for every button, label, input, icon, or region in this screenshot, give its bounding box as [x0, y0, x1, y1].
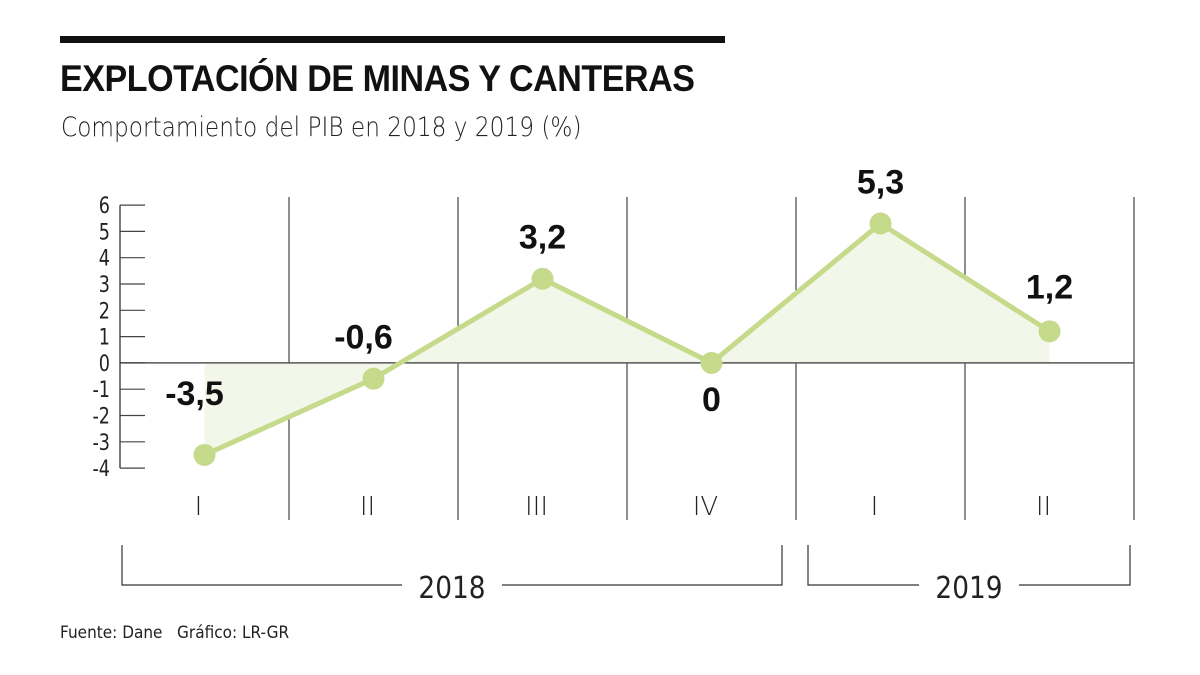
chart-title: EXPLOTACIÓN DE MINAS Y CANTERAS — [60, 58, 695, 99]
data-label: 0 — [702, 381, 721, 419]
data-point — [531, 267, 554, 290]
data-point — [1038, 320, 1061, 343]
data-label: 3,2 — [519, 219, 566, 257]
x-tick-label: I — [195, 492, 203, 522]
x-tick-label: II — [360, 492, 375, 522]
y-tick-label: -3 — [92, 430, 110, 455]
chart-subtitle: Comportamiento del PIB en 2018 y 2019 (%… — [61, 112, 582, 143]
group-bracket — [807, 545, 1131, 586]
data-label: 1,2 — [1026, 268, 1073, 306]
y-tick-label: 2 — [99, 298, 110, 323]
y-tick-label: -2 — [92, 404, 110, 429]
y-tick-label: 6 — [99, 193, 110, 218]
series-line — [203, 220, 1051, 458]
y-tick-label: -1 — [92, 377, 110, 402]
data-point — [193, 443, 216, 466]
y-tick-label: 0 — [99, 351, 110, 376]
group-bracket — [121, 545, 783, 586]
x-tick-label: I — [871, 492, 879, 522]
data-point — [700, 351, 723, 374]
data-point — [869, 212, 892, 235]
y-tick-label: -4 — [92, 456, 110, 481]
data-label: -0,6 — [334, 319, 393, 357]
y-tick-label: 4 — [99, 246, 110, 271]
area-fill — [204, 223, 1050, 455]
top-rule — [60, 36, 725, 43]
group-label: 2018 — [418, 570, 485, 605]
source-note: Fuente: Dane Gráfico: LR-GR — [60, 623, 290, 643]
group-label: 2019 — [935, 570, 1002, 605]
y-tick-label: 3 — [99, 272, 110, 297]
x-tick-label: IV — [693, 492, 718, 522]
x-tick-label: III — [525, 492, 548, 522]
x-tick-label: II — [1036, 492, 1051, 522]
y-tick-label: 5 — [99, 220, 110, 245]
data-label: 5,3 — [857, 164, 904, 202]
data-point — [362, 367, 385, 390]
y-tick-label: 1 — [99, 325, 110, 350]
data-label: -3,5 — [165, 375, 224, 413]
